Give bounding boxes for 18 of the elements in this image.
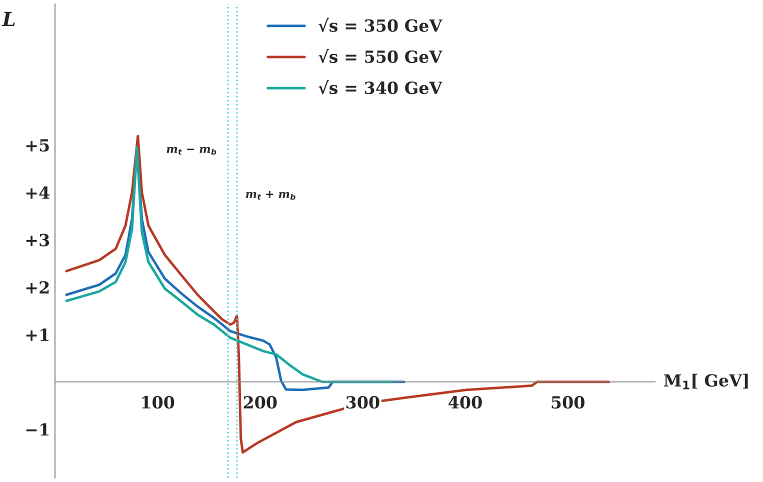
legend-label: √s = 340 GeV <box>318 80 442 94</box>
ref-line-label: m$_{t}$ − m$_{b}$ <box>166 146 216 155</box>
y-tick-label: +5 <box>26 139 49 152</box>
ref-line-label: m$_{t}$ + m$_{b}$ <box>246 190 296 200</box>
y-tick-label: −1 <box>26 423 48 436</box>
y-tick-label: +3 <box>26 234 50 246</box>
line-series <box>65 134 610 454</box>
y-tick-label: +4 <box>26 186 50 199</box>
x-axis-title: M$_{1}$[ GeV] <box>664 374 748 390</box>
x-tick-label: 200 <box>244 396 277 409</box>
y-tick-label: +1 <box>26 328 48 341</box>
x-tick-label: 400 <box>448 396 482 409</box>
legend-label: √s = 350 GeV <box>318 18 442 32</box>
x-tick-label: 100 <box>142 396 174 409</box>
y-tick-label: +2 <box>26 281 49 294</box>
legend-label: √s = 550 GeV <box>318 49 442 64</box>
x-tick-label: 500 <box>552 396 584 409</box>
y-axis-title: L <box>2 12 15 26</box>
